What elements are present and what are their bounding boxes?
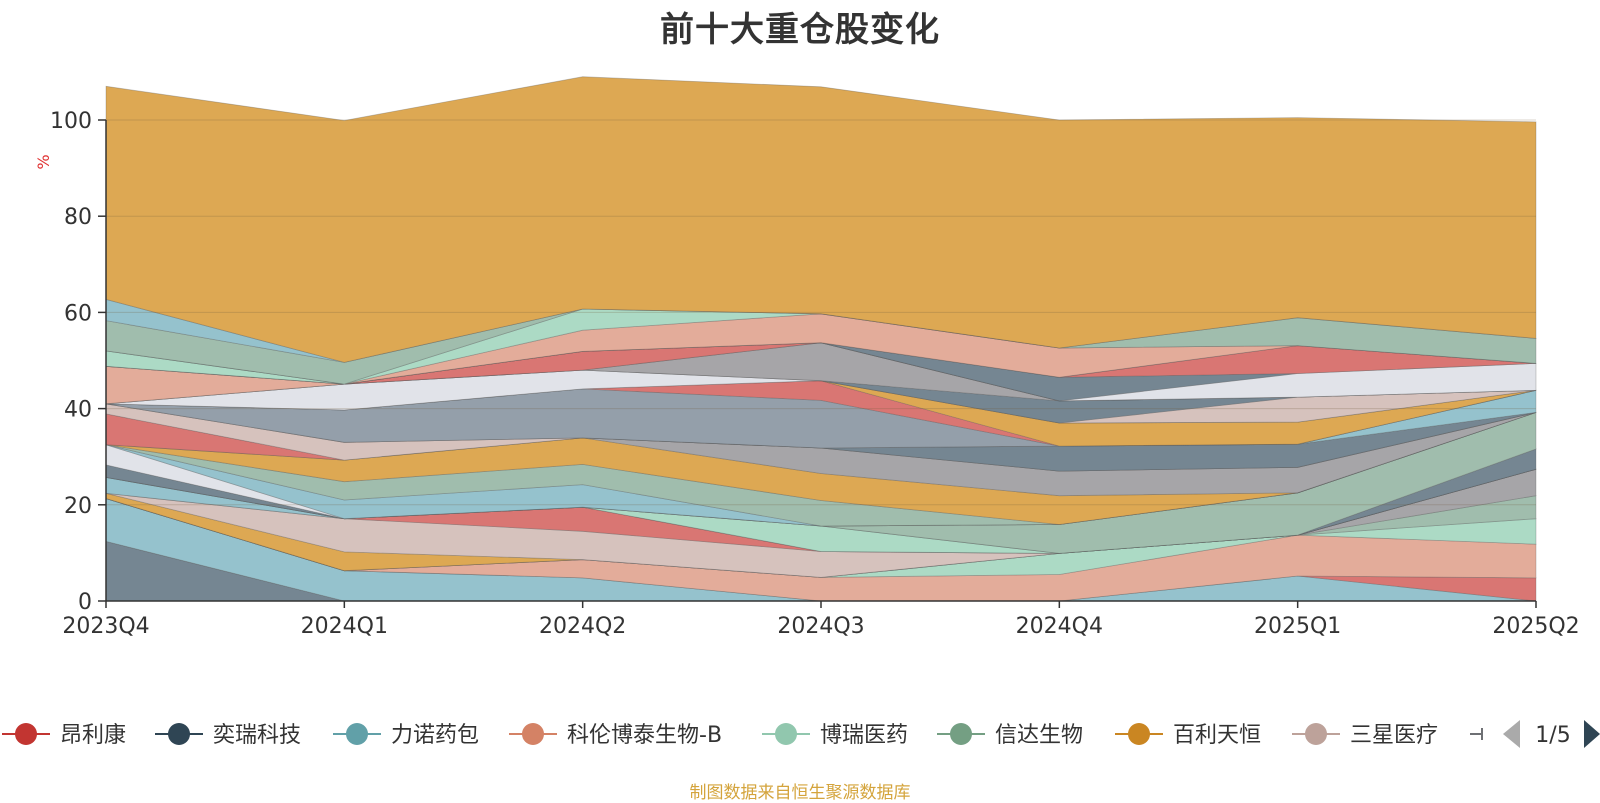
legend-item[interactable]: 力诺药包: [333, 723, 479, 748]
legend-item[interactable]: 三星医疗: [1292, 723, 1438, 748]
legend-marker: [522, 723, 544, 745]
gridlines: [106, 119, 1536, 506]
x-tick-label: 2024Q3: [777, 614, 864, 639]
y-axis-ticks: 0 20 40 60 80 100: [50, 109, 106, 615]
source-note: 制图数据来自恒生聚源数据库: [689, 783, 911, 803]
x-tick-label: 2024Q4: [1016, 614, 1103, 639]
legend-marker: [1305, 723, 1327, 745]
y-tick-label: 100: [50, 109, 92, 134]
y-tick-label: 40: [64, 398, 92, 423]
legend-label: 昂利康: [60, 723, 126, 748]
legend-prev-page-icon[interactable]: [1503, 720, 1520, 748]
x-tick-label: 2023Q4: [62, 614, 149, 639]
area-series-42: [105, 76, 1537, 363]
legend-label: 科伦博泰生物-B: [567, 723, 722, 748]
legend-item[interactable]: 百利天恒: [1115, 723, 1261, 748]
x-tick-label: 2024Q2: [539, 614, 626, 639]
legend-marker: [15, 723, 37, 745]
legend-label: 奕瑞科技: [213, 723, 301, 748]
legend-item[interactable]: 昂利康: [2, 723, 126, 748]
legend-label: 博瑞医药: [820, 723, 908, 748]
area-layers: [105, 76, 1537, 602]
legend-marker: [775, 723, 797, 745]
area-series-21: [105, 403, 1537, 472]
legend-item[interactable]: 奕瑞科技: [155, 723, 301, 748]
legend-item[interactable]: 科伦博泰生物-B: [509, 723, 722, 748]
legend-label: 信达生物: [995, 723, 1083, 748]
x-axis-ticks: 2023Q4 2024Q1 2024Q2 2024Q3 2024Q4 2025Q1 2025…: [62, 601, 1580, 639]
x-tick-label: 2025Q2: [1492, 614, 1579, 639]
legend-item[interactable]: 博瑞医药: [762, 723, 908, 748]
legend: 昂利康 奕瑞科技 力诺药包 科伦博泰生物-B 博瑞医药 信达生物 百利天恒 三星医疗 1/5: [2, 720, 1600, 748]
legend-item[interactable]: 信达生物: [937, 723, 1083, 748]
legend-next-page-icon[interactable]: [1584, 720, 1600, 748]
y-tick-label: 0: [78, 590, 92, 615]
x-tick-label: 2024Q1: [301, 614, 388, 639]
area-series-40: [105, 308, 1537, 385]
legend-marker: [1128, 723, 1150, 745]
area-series-23: [105, 389, 1537, 449]
legend-label: 百利天恒: [1173, 723, 1261, 748]
legend-marker: [346, 723, 368, 745]
legend-label: 三星医疗: [1350, 723, 1438, 748]
x-tick-label: 2025Q1: [1254, 614, 1341, 639]
y-tick-label: 80: [64, 205, 92, 230]
y-axis-label: %: [34, 154, 53, 169]
legend-marker: [950, 723, 972, 745]
y-tick-label: 20: [64, 494, 92, 519]
y-tick-label: 60: [64, 301, 92, 326]
chart-title: 前十大重仓股变化: [660, 10, 940, 50]
legend-marker: [168, 723, 190, 745]
legend-label: 力诺药包: [391, 723, 479, 748]
area-series-34: [105, 342, 1537, 402]
legend-page-indicator: 1/5: [1535, 723, 1570, 748]
